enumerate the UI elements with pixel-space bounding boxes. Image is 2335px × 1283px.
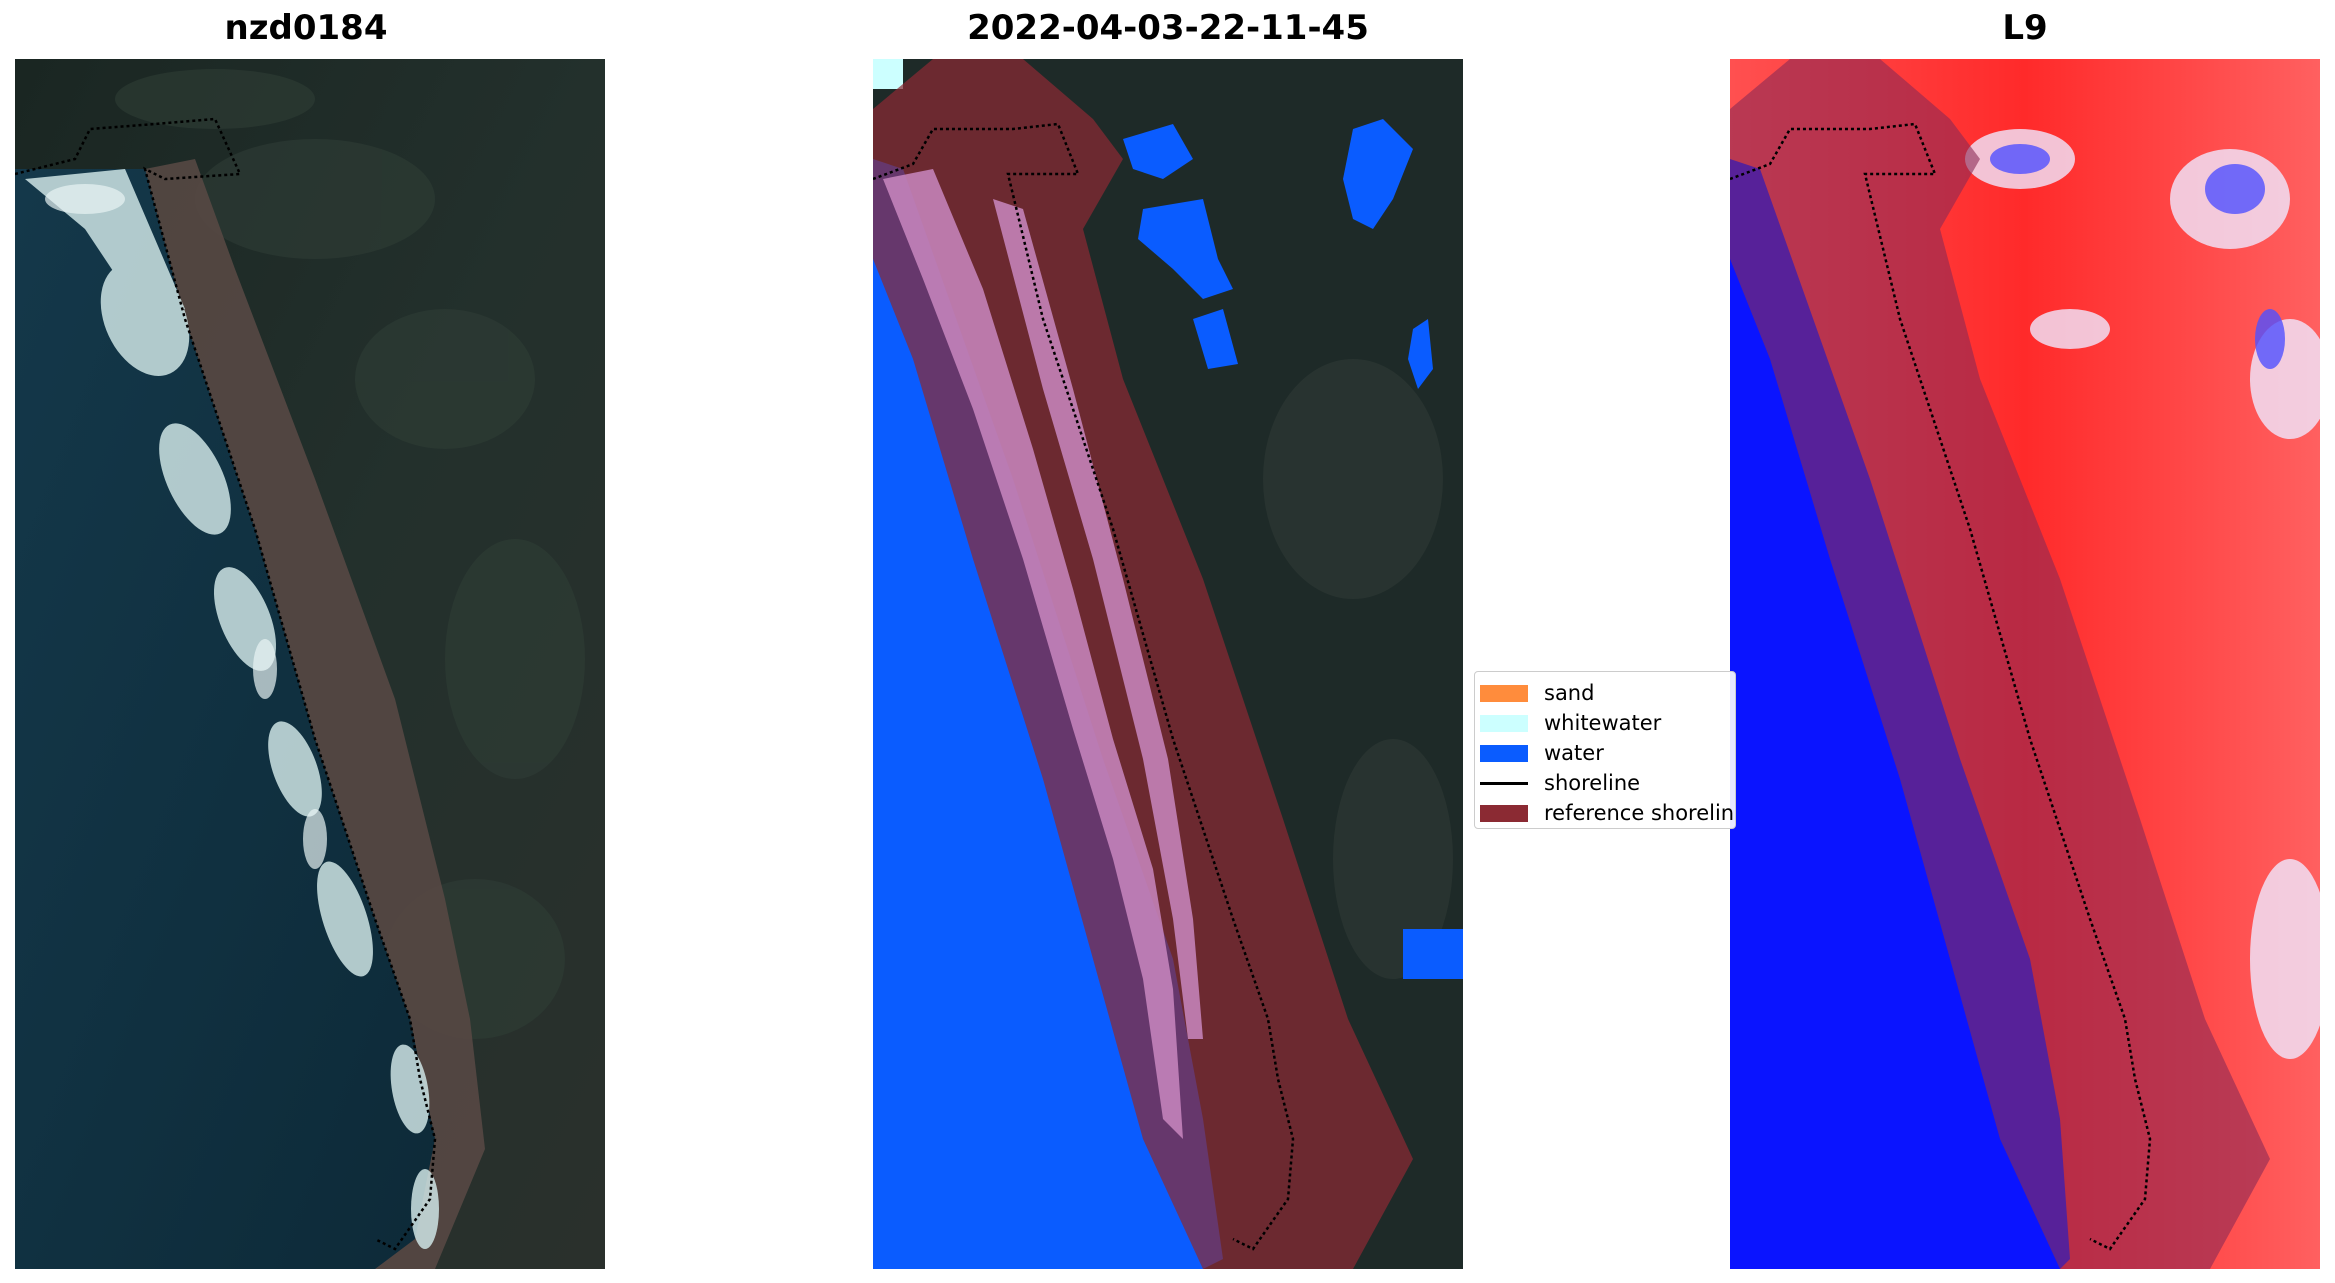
legend-item-water: water xyxy=(1480,738,1735,768)
reference-shoreline-buffer xyxy=(1730,59,2270,1269)
sand-swatch xyxy=(1480,684,1528,702)
legend-label: water xyxy=(1544,741,1604,765)
legend-label: whitewater xyxy=(1544,711,1662,735)
reference-shoreline-swatch xyxy=(1480,804,1528,822)
land-texture xyxy=(1263,359,1453,979)
rgb-image-panel xyxy=(15,59,605,1269)
shoreline xyxy=(15,117,437,1251)
water-class-patches xyxy=(1123,119,1463,979)
legend-item-whitewater: whitewater xyxy=(1480,708,1735,738)
whitewater-swatch xyxy=(1480,714,1528,732)
legend-label: sand xyxy=(1544,681,1595,705)
shoreline xyxy=(1730,122,2152,1251)
water-swatch xyxy=(1480,744,1528,762)
panel-title-index: L9 xyxy=(2002,8,2048,48)
sea-area xyxy=(15,169,435,1269)
shoreline xyxy=(873,122,1295,1251)
legend-item-reference-shoreline: reference shoreline xyxy=(1480,798,1735,828)
classification-panel xyxy=(873,59,1463,1269)
panel-title-classification: 2022-04-03-22-11-45 xyxy=(967,8,1369,48)
surf-foam xyxy=(45,184,327,869)
legend-label: reference shoreline xyxy=(1544,801,1736,825)
whitewater-class xyxy=(873,59,903,89)
legend-item-sand: sand xyxy=(1480,678,1735,708)
panel-title-rgb: nzd0184 xyxy=(224,8,388,48)
beach-strip xyxy=(145,159,485,1269)
index-image-panel xyxy=(1730,59,2320,1269)
blue-index-patches xyxy=(1990,144,2285,369)
shoreline-line-swatch xyxy=(1480,781,1528,785)
legend: sand whitewater water shoreline referenc… xyxy=(1474,671,1736,829)
legend-item-shoreline: shoreline xyxy=(1480,768,1735,798)
sand-class-overlay xyxy=(883,169,1203,1139)
legend-label: shoreline xyxy=(1544,771,1641,795)
